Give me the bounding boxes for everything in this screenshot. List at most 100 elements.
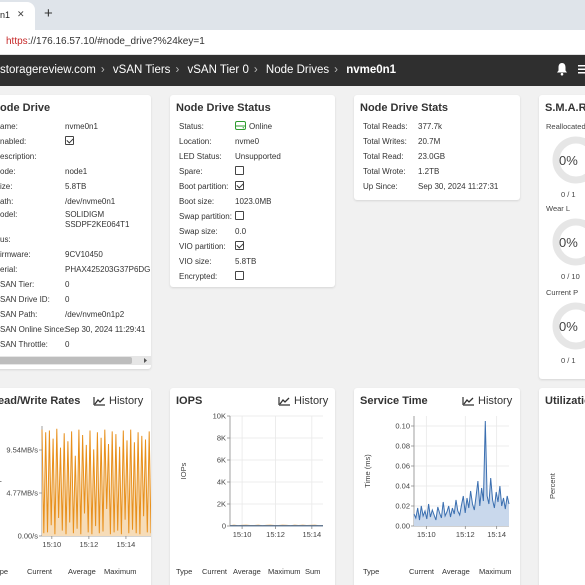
- stats-row-label: Total Wrote:: [363, 167, 406, 176]
- node-drive-row-value: 5.8TB: [65, 182, 87, 191]
- y-tick-label: 9.54MB/s: [6, 445, 38, 454]
- gauge-ring: [552, 136, 585, 184]
- rw-chart: 0.00/s 4.77MB/s 9.54MB/s 15:10 15:12 15:14 Bps: [0, 426, 151, 549]
- tab-title: n1: [0, 10, 11, 20]
- history-link[interactable]: History: [93, 395, 143, 407]
- svg-text:Percent: Percent: [548, 472, 557, 499]
- col-current: Current: [409, 567, 435, 576]
- address-bar[interactable]: [0, 30, 585, 55]
- col-maximum: Maximum: [479, 567, 512, 576]
- node-drive-status-card: Node Drive Status Status: Online Locatio…: [170, 95, 335, 287]
- x-tick-label: 15:10: [42, 540, 61, 549]
- history-link[interactable]: History: [278, 395, 328, 407]
- url-scheme: https: [6, 36, 28, 47]
- col-type: Type: [176, 567, 193, 576]
- url-text[interactable]: https://176.16.57.10/#node_drive?%24key=…: [6, 36, 205, 47]
- browser-tab[interactable]: n1: [0, 2, 35, 30]
- node-drive-row-label: SAN Throttle:: [0, 340, 48, 349]
- scroll-right-icon[interactable]: [143, 358, 148, 363]
- node-drive-row-value: SSDPF2KE064T1: [65, 220, 130, 229]
- series-area: [414, 421, 509, 526]
- col-average: Average: [442, 567, 470, 576]
- boot-size-value: 1023.0MB: [235, 197, 272, 206]
- led-status-value: Unsupported: [235, 152, 281, 161]
- breadcrumb-item-vsan-tiers[interactable]: vSAN Tiers: [112, 64, 171, 76]
- series-line: [413, 420, 510, 521]
- breadcrumb: storagereview.com › vSAN Tiers › vSAN Tier…: [0, 64, 397, 76]
- x-tick-label: 15:14: [117, 540, 136, 549]
- x-tick-label: 15:10: [417, 530, 436, 539]
- breadcrumb-item-vsan-tier-0[interactable]: vSAN Tier 0: [187, 64, 249, 76]
- y-tick-label: 0: [222, 522, 226, 531]
- service-time-card: Service Time History 0.00 0.02 0.04 0.06 0.0…: [354, 388, 520, 585]
- col-maximum: Maximum: [104, 567, 137, 576]
- y-tick-label: 0.00: [395, 522, 410, 531]
- node-drive-row-label: SAN Drive ID:: [0, 295, 50, 304]
- gauge-label: Wear L: [546, 204, 571, 213]
- history-label: History: [478, 395, 513, 407]
- node-drive-row-value: 0: [65, 280, 70, 289]
- stats-row-value: 377.7k: [418, 122, 443, 131]
- stats-row-value: 20.7M: [418, 137, 441, 146]
- node-drive-row-label: nabled:: [0, 137, 27, 146]
- y-tick-label: 0.08: [395, 442, 410, 451]
- card-title: IOPS: [176, 395, 203, 407]
- series-line: [41, 428, 151, 535]
- node-drive-card: ode Drive ame: nvme0n1 nabled: escription: o…: [0, 95, 151, 369]
- y-tick-label: 6K: [217, 456, 226, 465]
- y-tick-label: 4.77MB/s: [6, 488, 38, 497]
- y-tick-label: 4K: [217, 478, 226, 487]
- y-axis-label: IOPs: [179, 462, 188, 479]
- horizontal-scrollbar[interactable]: [0, 356, 151, 365]
- node-drive-row-value: PHAX425203G37P6DGN: [65, 265, 151, 274]
- x-tick-label: 15:14: [302, 530, 321, 539]
- led-status-label: LED Status:: [179, 152, 222, 161]
- vio-size-label: VIO size:: [179, 257, 212, 266]
- card-title: Node Drive Stats: [360, 102, 449, 114]
- node-drive-row-label: ize:: [0, 182, 13, 191]
- vio-partition-checkbox: [235, 241, 244, 250]
- card-title: Utilizatio: [545, 395, 585, 407]
- breadcrumb-item-node-drives[interactable]: Node Drives: [265, 64, 330, 76]
- card-title: S.M.A.R.T: [545, 102, 585, 114]
- y-tick-label: 0.04: [395, 482, 410, 491]
- iops-card: IOPS History 0 2K 4K 6K 8K 10K 15:10 15:12 15:14…: [170, 388, 335, 585]
- menu-icon[interactable]: [578, 64, 585, 74]
- stats-row-value: 1.2TB: [418, 167, 440, 176]
- breadcrumb-item-site[interactable]: storagereview.com: [0, 64, 96, 76]
- card-title: Service Time: [360, 395, 428, 407]
- node-drive-row-label: SAN Tier:: [0, 280, 35, 289]
- breadcrumb-current: nvme0n1: [346, 64, 397, 76]
- gauge-count: 0 / 1: [561, 190, 576, 199]
- history-link[interactable]: History: [462, 395, 512, 407]
- status-label: Status:: [179, 122, 204, 131]
- node-drive-row-value: 0: [65, 295, 70, 304]
- node-drive-row-value: Sep 30, 2024 11:29:41: [65, 325, 146, 334]
- enabled-checkbox: [65, 136, 74, 145]
- history-label: History: [294, 395, 329, 407]
- location-value: nvme0: [235, 137, 260, 146]
- gauge-label: Reallocated: [546, 122, 585, 131]
- vio-size-value: 5.8TB: [235, 257, 257, 266]
- y-axis-label: Time (ms): [363, 454, 372, 488]
- gauge-ring: [552, 302, 585, 350]
- swap-size-label: Swap size:: [179, 227, 218, 236]
- scrollbar-thumb[interactable]: [0, 357, 132, 364]
- new-tab-button[interactable]: +: [44, 5, 53, 22]
- gauge-ring: [552, 218, 585, 266]
- y-axis-label: Bps: [0, 474, 2, 487]
- boot-partition-label: Boot partition:: [179, 182, 229, 191]
- tab-close-icon[interactable]: ✕: [17, 9, 25, 19]
- node-drive-stats-card: Node Drive Stats Total Reads: 377.7k Total…: [354, 95, 520, 200]
- node-drive-row-value: /dev/nvme0n1: [65, 197, 116, 206]
- col-sum: Sum: [305, 567, 321, 576]
- card-title: ode Drive: [0, 102, 51, 114]
- col-average: Average: [233, 567, 261, 576]
- bell-icon[interactable]: [556, 62, 568, 76]
- iops-chart: 0 2K 4K 6K 8K 10K 15:10 15:12 15:14 IOPs: [179, 412, 324, 539]
- utilization-ylabel: Percent: [548, 472, 557, 499]
- service-time-chart: 0.00 0.02 0.04 0.06 0.08 0.10 15:10 15:12 15:14 T…: [363, 416, 510, 539]
- y-tick-label: 10K: [213, 412, 226, 421]
- encrypted-checkbox: [235, 271, 244, 280]
- x-tick-label: 15:12: [79, 540, 98, 549]
